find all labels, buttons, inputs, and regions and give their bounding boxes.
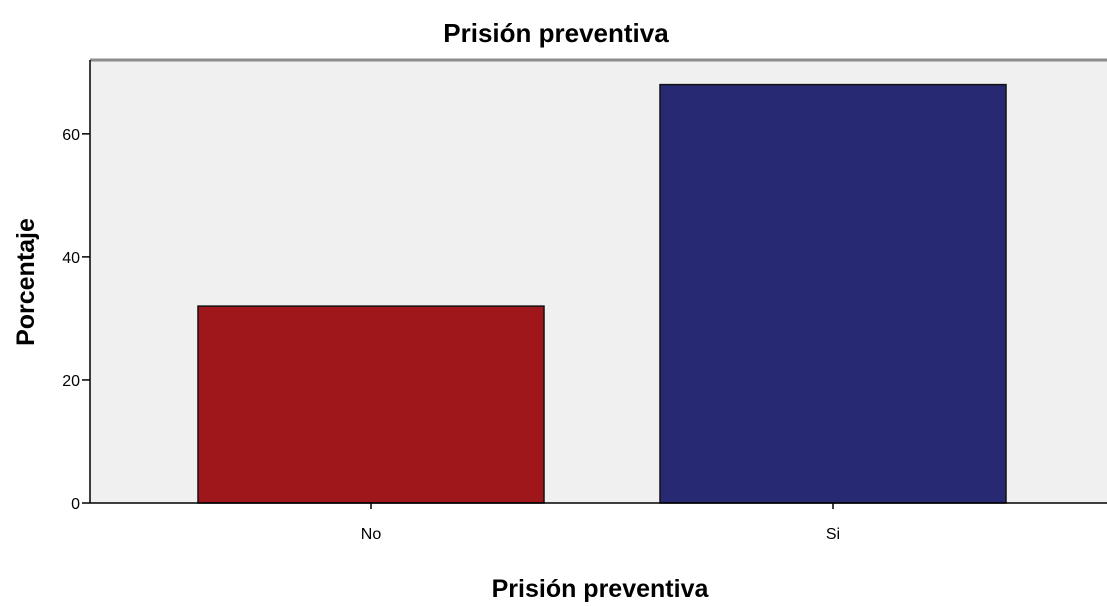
y-tick-label: 60: [62, 127, 80, 144]
chart-title: Prisión preventiva: [443, 18, 669, 48]
x-axis-label: Prisión preventiva: [492, 575, 710, 603]
x-tick-label: Si: [826, 526, 840, 543]
y-axis-ticks: 0 20 40 60: [62, 127, 90, 513]
x-axis-ticks: No Si: [361, 503, 840, 543]
y-axis-label: Porcentaje: [12, 218, 40, 346]
x-tick-label: No: [361, 526, 382, 543]
y-tick-label: 20: [62, 373, 80, 390]
bar-no: [197, 305, 545, 504]
y-tick-label: 0: [71, 496, 80, 513]
y-tick-label: 40: [62, 250, 80, 267]
bar-si: [659, 83, 1007, 504]
